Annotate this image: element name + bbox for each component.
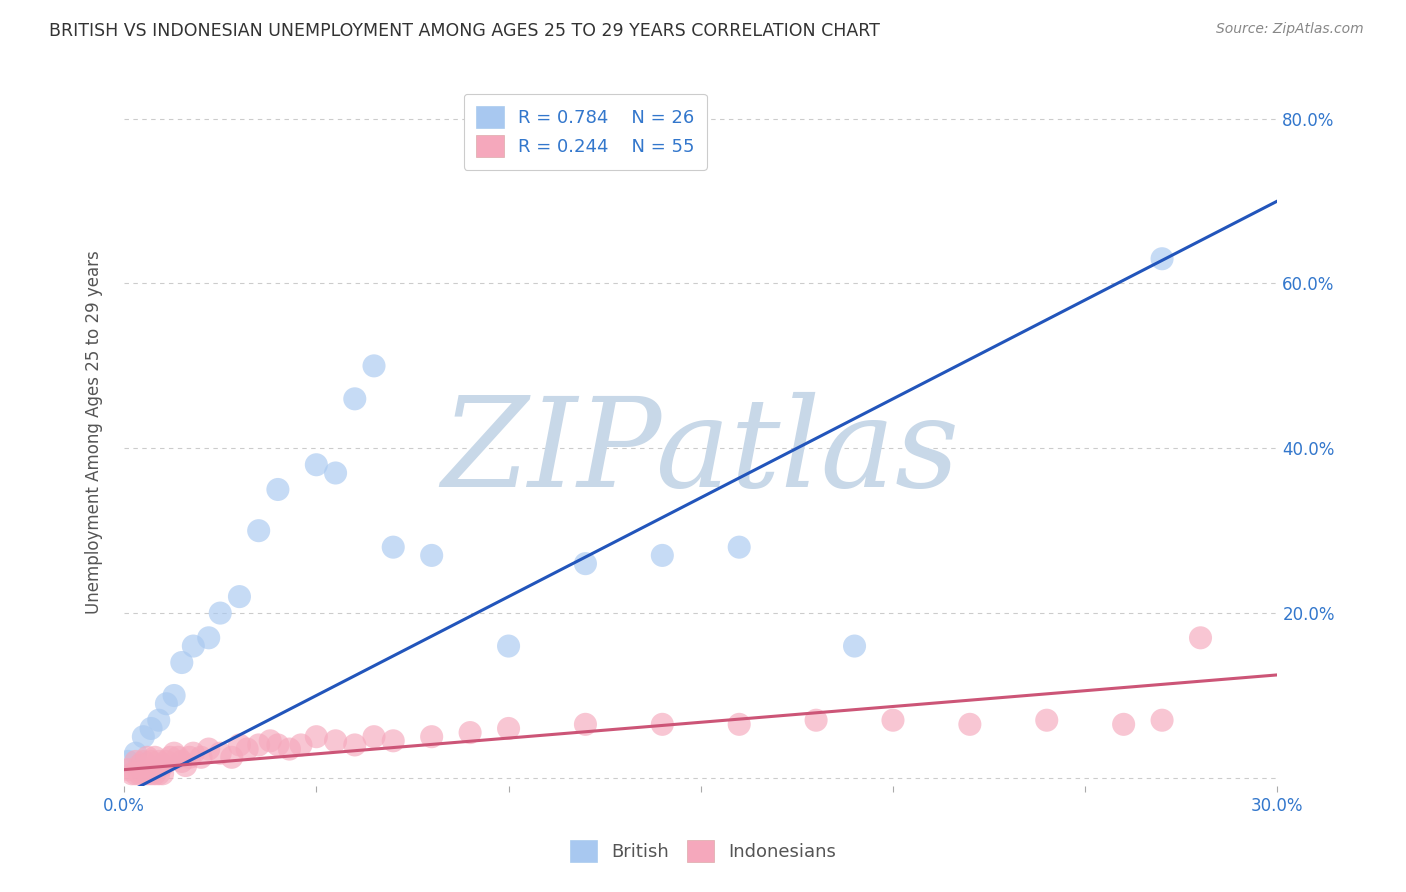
Ellipse shape (1189, 626, 1212, 649)
Ellipse shape (155, 692, 179, 715)
Ellipse shape (323, 461, 347, 484)
Ellipse shape (117, 750, 139, 773)
Ellipse shape (651, 544, 673, 567)
Ellipse shape (121, 763, 143, 785)
Ellipse shape (139, 750, 163, 773)
Ellipse shape (343, 733, 367, 756)
Ellipse shape (1150, 708, 1174, 731)
Ellipse shape (381, 535, 405, 558)
Ellipse shape (1035, 708, 1059, 731)
Ellipse shape (1112, 713, 1135, 736)
Ellipse shape (132, 763, 155, 785)
Ellipse shape (143, 746, 166, 769)
Ellipse shape (728, 535, 751, 558)
Y-axis label: Unemployment Among Ages 25 to 29 years: Unemployment Among Ages 25 to 29 years (86, 250, 103, 614)
Ellipse shape (181, 741, 205, 764)
Ellipse shape (148, 708, 170, 731)
Ellipse shape (498, 717, 520, 740)
Text: BRITISH VS INDONESIAN UNEMPLOYMENT AMONG AGES 25 TO 29 YEARS CORRELATION CHART: BRITISH VS INDONESIAN UNEMPLOYMENT AMONG… (49, 22, 880, 40)
Ellipse shape (135, 746, 159, 769)
Ellipse shape (343, 387, 367, 410)
Ellipse shape (844, 634, 866, 657)
Ellipse shape (228, 585, 252, 608)
Ellipse shape (236, 738, 259, 761)
Text: ZIPatlas: ZIPatlas (441, 392, 960, 514)
Ellipse shape (179, 746, 201, 769)
Ellipse shape (208, 741, 232, 764)
Ellipse shape (381, 730, 405, 752)
Ellipse shape (124, 741, 148, 764)
Ellipse shape (498, 634, 520, 657)
Ellipse shape (266, 478, 290, 501)
Ellipse shape (959, 713, 981, 736)
Ellipse shape (728, 713, 751, 736)
Legend: British, Indonesians: British, Indonesians (562, 833, 844, 870)
Ellipse shape (458, 721, 482, 744)
Ellipse shape (197, 738, 221, 761)
Ellipse shape (128, 754, 150, 777)
Ellipse shape (155, 750, 179, 773)
Ellipse shape (128, 763, 150, 785)
Ellipse shape (208, 601, 232, 624)
Ellipse shape (278, 738, 301, 761)
Ellipse shape (166, 746, 190, 769)
Ellipse shape (148, 763, 170, 785)
Ellipse shape (221, 746, 243, 769)
Ellipse shape (190, 746, 212, 769)
Ellipse shape (139, 717, 163, 740)
Ellipse shape (228, 733, 252, 756)
Ellipse shape (132, 725, 155, 748)
Ellipse shape (174, 754, 197, 777)
Ellipse shape (163, 741, 186, 764)
Ellipse shape (363, 725, 385, 748)
Ellipse shape (363, 354, 385, 377)
Ellipse shape (323, 730, 347, 752)
Ellipse shape (804, 708, 828, 731)
Ellipse shape (117, 758, 139, 781)
Text: Source: ZipAtlas.com: Source: ZipAtlas.com (1216, 22, 1364, 37)
Ellipse shape (259, 730, 281, 752)
Ellipse shape (420, 544, 443, 567)
Ellipse shape (132, 750, 155, 773)
Ellipse shape (1150, 247, 1174, 270)
Ellipse shape (882, 708, 904, 731)
Ellipse shape (420, 725, 443, 748)
Legend: R = 0.784    N = 26, R = 0.244    N = 55: R = 0.784 N = 26, R = 0.244 N = 55 (464, 94, 707, 170)
Ellipse shape (574, 713, 598, 736)
Ellipse shape (247, 733, 270, 756)
Ellipse shape (143, 763, 166, 785)
Ellipse shape (148, 750, 170, 773)
Ellipse shape (574, 552, 598, 575)
Ellipse shape (163, 684, 186, 707)
Ellipse shape (170, 750, 194, 773)
Ellipse shape (135, 763, 159, 785)
Ellipse shape (150, 754, 174, 777)
Ellipse shape (197, 626, 221, 649)
Ellipse shape (139, 763, 163, 785)
Ellipse shape (150, 763, 174, 785)
Ellipse shape (305, 453, 328, 476)
Ellipse shape (159, 746, 181, 769)
Ellipse shape (266, 733, 290, 756)
Ellipse shape (170, 651, 194, 674)
Ellipse shape (247, 519, 270, 542)
Ellipse shape (181, 634, 205, 657)
Ellipse shape (124, 750, 148, 773)
Ellipse shape (290, 733, 312, 756)
Ellipse shape (124, 763, 148, 785)
Ellipse shape (305, 725, 328, 748)
Ellipse shape (651, 713, 673, 736)
